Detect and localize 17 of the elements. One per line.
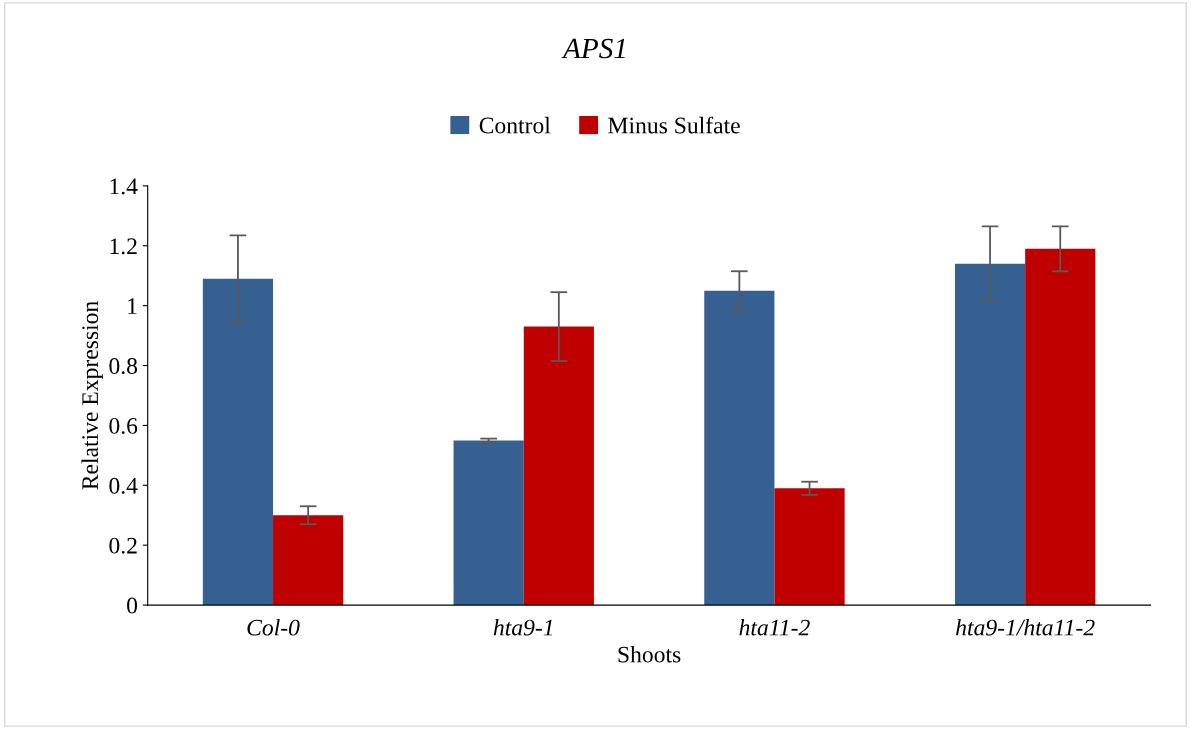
legend-label: Control (479, 116, 551, 134)
y-tick-label: 1 (128, 298, 137, 314)
x-axis-title: Shoots (618, 645, 681, 663)
x-tick-label: Col-0 (247, 618, 300, 636)
y-tick-label: 0.6 (109, 417, 138, 434)
x-tick-label: hta9-1/hta11-2 (956, 618, 1095, 636)
y-tick-label: 0.4 (109, 477, 138, 494)
y-tick-label: 0.8 (109, 358, 138, 375)
y-tick-label: 1.4 (110, 178, 138, 195)
x-tick-label: hta9-1 (493, 618, 553, 636)
y-tick-label: 0 (127, 597, 138, 614)
chart-title: APS1 (561, 38, 625, 59)
legend-label: Minus Sulfate (608, 116, 740, 134)
x-tick-label: hta11-2 (739, 618, 810, 636)
y-tick-label: 1.2 (110, 238, 137, 255)
y-tick-label: 0.2 (109, 537, 137, 554)
y-axis-title: Relative Expression (81, 301, 103, 490)
